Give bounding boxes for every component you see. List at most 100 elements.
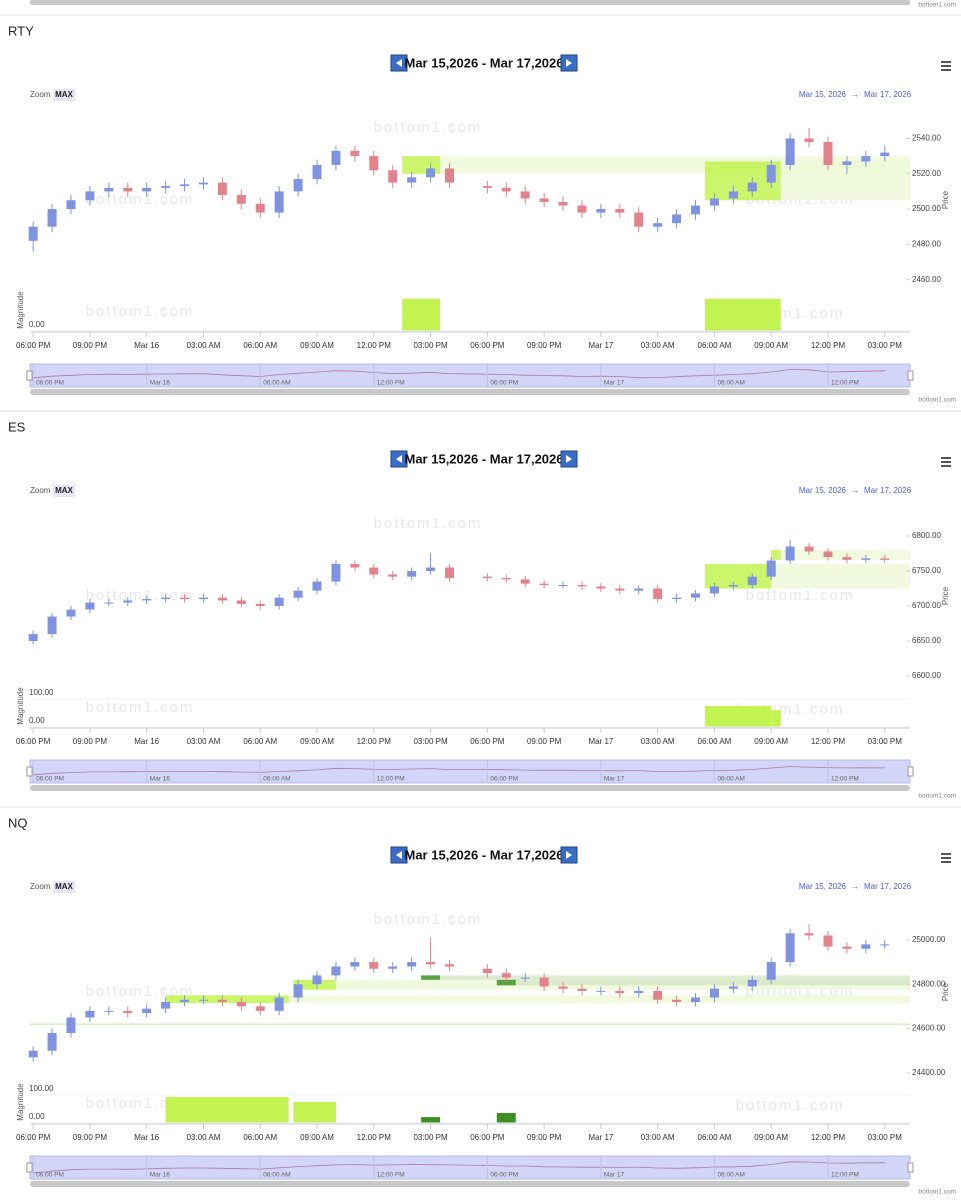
candle-body — [444, 964, 454, 967]
candle-body — [217, 999, 227, 1002]
candle-body — [766, 962, 776, 980]
chart-name: ES — [8, 419, 26, 434]
credit: bottom1.com — [918, 1189, 956, 1196]
next-icon — [566, 59, 572, 67]
navigator-handle[interactable] — [907, 1162, 914, 1173]
navigator-handle[interactable] — [907, 370, 914, 381]
zoom-button-bg[interactable] — [53, 89, 75, 101]
candle-body — [842, 946, 852, 949]
navigator-handle[interactable] — [907, 766, 914, 777]
candle-body — [804, 933, 814, 936]
candle-body — [426, 962, 436, 965]
candle-body — [482, 576, 492, 579]
candle-body — [577, 205, 587, 213]
candle-body — [407, 177, 417, 183]
x-tick-label: 09:00 AM — [300, 737, 334, 746]
range-arrow: → — [851, 486, 859, 495]
zoom-button[interactable]: MAX — [55, 882, 73, 891]
navigator-tick-label: 06:00 PM — [490, 1172, 518, 1179]
zoom-button[interactable]: MAX — [55, 90, 73, 99]
x-tick-label: 03:00 AM — [641, 737, 675, 746]
candle-body — [615, 588, 625, 591]
navigator-tick-label: 06:00 AM — [263, 776, 290, 783]
x-tick-label: 06:00 PM — [16, 341, 51, 350]
candle-body — [180, 184, 190, 187]
range-to: Mar 17, 2026 — [864, 882, 912, 891]
navigator-handle[interactable] — [26, 766, 33, 777]
navigator-tick-label: Mar 16 — [150, 1172, 171, 1179]
watermark: bottom1.com — [86, 699, 195, 716]
candle-body — [653, 990, 663, 1000]
candle-body — [539, 977, 549, 987]
navigator-handle[interactable] — [26, 370, 33, 381]
candle-body — [255, 1006, 265, 1011]
zone — [165, 995, 289, 1004]
scrollbar[interactable] — [30, 785, 910, 791]
x-tick-label: 06:00 AM — [698, 737, 732, 746]
zone-extension — [780, 161, 910, 201]
next-icon — [566, 455, 572, 463]
candle-body — [66, 1017, 76, 1034]
candle-body — [293, 179, 303, 192]
candle-body — [747, 979, 757, 987]
y-axis-label: Price — [941, 190, 950, 209]
x-tick-label: 03:00 PM — [413, 737, 448, 746]
candle-body — [482, 186, 492, 188]
candle-body — [331, 966, 341, 976]
candle-body — [123, 600, 133, 603]
zone-extension — [515, 979, 910, 986]
candle-body — [369, 156, 379, 171]
watermark: bottom1.com — [86, 191, 195, 208]
x-tick-label: 09:00 AM — [754, 737, 788, 746]
chart-name: RTY — [8, 23, 34, 38]
prev-icon — [396, 851, 402, 859]
candle-body — [634, 588, 644, 591]
y-tick-label: 6700.00 — [912, 601, 941, 610]
candle-body — [180, 597, 190, 600]
zone — [771, 550, 781, 560]
navigator-tick-label: 12:00 PM — [831, 776, 859, 783]
range-from: Mar 15, 2026 — [799, 90, 847, 99]
magnitude-label: Magnitude — [16, 1083, 25, 1121]
candle-body — [161, 597, 171, 600]
candle-body — [577, 988, 587, 991]
candle-body — [161, 1001, 171, 1009]
navigator-tick-label: 06:00 AM — [717, 1172, 744, 1179]
navigator-tick-label: 06:00 AM — [717, 776, 744, 783]
magnitude-label: Magnitude — [16, 687, 25, 725]
candle-body — [596, 990, 606, 992]
candle-body — [28, 226, 38, 241]
navigator-tick-label: 12:00 PM — [377, 776, 405, 783]
candle-body — [104, 1010, 114, 1012]
navigator-handle[interactable] — [26, 1162, 33, 1173]
candle-body — [350, 150, 360, 157]
y-tick-label: 24600.00 — [912, 1024, 946, 1033]
x-tick-label: 09:00 PM — [527, 1133, 562, 1142]
zoom-button[interactable]: MAX — [55, 486, 73, 495]
candle-body — [85, 191, 95, 201]
scrollbar[interactable] — [30, 1181, 910, 1187]
watermark: bottom1.com — [374, 911, 483, 928]
candle-body — [709, 988, 719, 998]
y-tick-label: 2540.00 — [912, 134, 941, 143]
navigator-tick-label: Mar 16 — [150, 380, 171, 387]
scrollbar[interactable] — [30, 389, 910, 395]
x-tick-label: Mar 16 — [134, 341, 159, 350]
zoom-button-bg[interactable] — [53, 485, 75, 497]
y-tick-label: 2460.00 — [912, 275, 941, 284]
x-tick-label: 12:00 PM — [811, 737, 846, 746]
range-arrow: → — [851, 882, 859, 891]
zoom-button-bg[interactable] — [53, 881, 75, 893]
candle-body — [407, 571, 417, 577]
watermark: bottom1.com — [374, 515, 483, 532]
candle-body — [634, 990, 644, 994]
prev-icon — [396, 455, 402, 463]
candle-body — [691, 205, 701, 215]
magnitude-tick-label: 0.00 — [29, 320, 45, 329]
candle-body — [236, 1001, 246, 1007]
candle-body — [274, 597, 284, 607]
candle-body — [47, 209, 57, 227]
navigator-tick-label: 12:00 PM — [831, 380, 859, 387]
candle-body — [558, 986, 568, 989]
